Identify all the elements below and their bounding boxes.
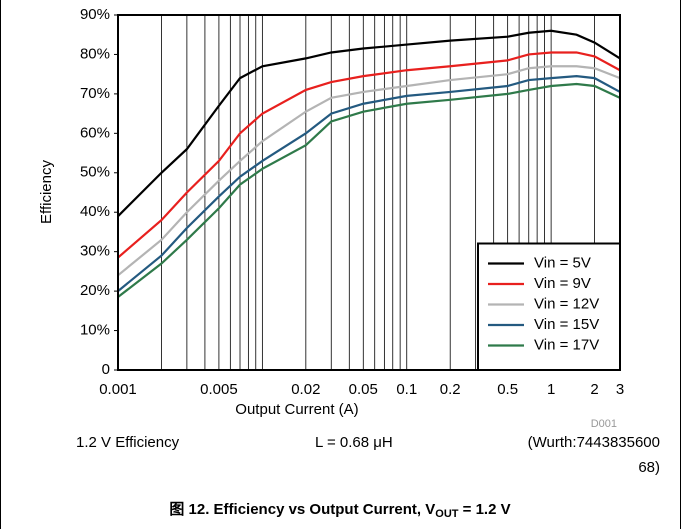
note: (Wurth:7443835600 [528, 434, 660, 451]
series-line [117, 75, 621, 292]
x-tick-label: 0.5 [497, 381, 518, 398]
x-tick-label: 0.02 [291, 381, 320, 398]
legend-label: Vin = 17V [534, 336, 599, 353]
note: 68) [638, 459, 660, 476]
x-tick-label: 3 [616, 381, 624, 398]
legend-label: Vin = 12V [534, 295, 599, 312]
y-tick-label: 80% [80, 45, 110, 62]
y-tick-label: 20% [80, 282, 110, 299]
y-tick-label: 40% [80, 203, 110, 220]
caption-text: = 1.2 V [459, 501, 511, 518]
x-tick-label: 0.05 [349, 381, 378, 398]
x-axis-label: Output Current (A) [235, 401, 358, 418]
x-tick-label: 0.1 [396, 381, 417, 398]
y-tick-label: 50% [80, 164, 110, 181]
y-tick-label: 60% [80, 124, 110, 141]
caption-subscript: OUT [435, 508, 459, 520]
x-tick-label: 0.005 [200, 381, 238, 398]
caption: 图 12. Efficiency vs Output Current, VOUT… [169, 501, 510, 520]
y-tick-label: 90% [80, 6, 110, 23]
series-line [117, 29, 621, 217]
series-line [117, 82, 621, 298]
x-tick-label: 2 [590, 381, 598, 398]
caption-text: 图 12. Efficiency vs Output Current, V [169, 501, 435, 518]
y-tick-label: 0 [102, 361, 110, 378]
legend-label: Vin = 5V [534, 254, 591, 271]
y-tick-label: 70% [80, 85, 110, 102]
figure-code: D001 [591, 418, 617, 430]
x-tick-label: 1 [547, 381, 555, 398]
series-line [117, 65, 621, 277]
y-tick-label: 30% [80, 243, 110, 260]
y-tick-label: 10% [80, 322, 110, 339]
x-tick-label: 0.2 [440, 381, 461, 398]
note: L = 0.68 μH [315, 434, 393, 451]
note: 1.2 V Efficiency [76, 434, 180, 451]
plot-border [117, 14, 621, 371]
x-tick-label: 0.001 [99, 381, 137, 398]
legend-label: Vin = 15V [534, 316, 599, 333]
y-axis-label: Efficiency [38, 160, 55, 224]
legend-label: Vin = 9V [534, 275, 591, 292]
series-line [117, 51, 621, 259]
